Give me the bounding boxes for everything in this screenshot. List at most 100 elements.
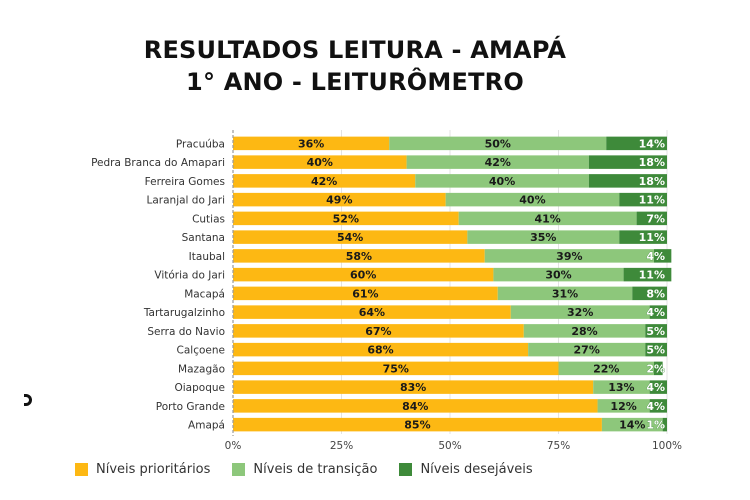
bar-segment-prioritarios [233,192,446,207]
bar-segment-transicao [510,305,650,319]
data-label: 85% [404,419,430,432]
bar-segment-desejaveis [636,211,667,226]
data-label: 67% [365,325,391,338]
category-labels: Pracuúba Pedra Branca do Amapari Ferreira … [91,138,225,431]
legend-swatch-transicao [232,463,246,476]
bar-segment-desejaveis [623,267,672,282]
data-label: 61% [352,287,378,300]
bar-segment-prioritarios [233,305,511,319]
data-label: 2% [646,362,665,375]
data-label: 1% [646,419,665,432]
bar-segment-prioritarios [233,399,598,413]
data-label: 5% [646,325,665,338]
bar-segment-desejaveis [645,324,667,338]
bar-segment-transicao [597,399,650,413]
data-label: 11% [639,269,665,282]
data-label: 28% [571,325,597,338]
x-tick-label: 75% [547,440,570,452]
bar-segment-transicao [406,155,589,169]
bar-segment-desejaveis [662,417,667,432]
chart-title-line1: RESULTADOS LEITURA - AMAPÁ [143,36,567,64]
bar-segment-desejaveis [649,399,667,413]
bars: 36% 50% 14% 40% 42% 18% 42% 40% 18% 49% 40% 11% 52% 4… [233,136,672,432]
x-tick-label: 50% [438,440,461,452]
legend-item-desejaveis: Níveis desejáveis [399,462,533,477]
bar-segment-transicao [528,342,646,357]
data-label: 84% [402,400,428,413]
data-label: 22% [593,362,619,375]
data-label: 39% [556,250,582,263]
bar-segment-transicao [493,267,624,282]
data-label: 54% [337,231,363,244]
data-label: 49% [326,194,352,207]
legend-swatch-prioritarios [75,463,88,476]
category-label: Pedra Branca do Amapari [91,157,225,169]
category-label: Vitória do Jari [154,270,225,282]
bar-segment-desejaveis [619,192,667,207]
x-tick-label: 0% [225,440,242,452]
data-label: 50% [485,137,511,150]
legend-swatch-desejaveis [399,463,413,476]
bar-segment-desejaveis [588,155,667,169]
data-label: 4% [646,381,665,394]
data-label: 30% [545,269,571,282]
bar-segment-desejaveis [619,230,667,244]
data-label: 42% [485,156,511,169]
bar-segment-prioritarios [233,380,594,394]
data-label: 4% [646,306,665,319]
bar-segment-prioritarios [233,174,416,188]
bar-segment-desejaveis [606,136,667,151]
data-label: 41% [534,212,560,225]
data-label: 36% [298,137,324,150]
x-axis-ticks: 0% 25% 50% 75% 100% [225,440,682,452]
category-label: Itaubal [189,251,225,263]
data-label: 83% [400,381,426,394]
category-label: Mazagão [178,363,225,375]
bar-segment-prioritarios [233,361,559,376]
data-label: 14% [639,137,665,150]
data-label: 58% [346,250,372,263]
x-tick-label: 25% [330,440,353,452]
bar-segment-prioritarios [233,249,485,263]
category-label: Oiapoque [175,382,226,394]
bar-segment-prioritarios [233,342,529,357]
bar-segment-desejaveis [649,305,667,319]
data-label: 18% [639,156,665,169]
data-label: 35% [530,231,556,244]
bar-segment-desejaveis [645,342,667,357]
data-label: 18% [639,175,665,188]
data-label: 7% [646,212,665,225]
data-label: 32% [567,306,593,319]
data-label: 13% [608,381,634,394]
data-label: 27% [574,344,600,357]
bar-segment-desejaveis [653,249,672,263]
data-label: 40% [307,156,333,169]
bar-segment-prioritarios [233,324,524,338]
bar-segment-transicao [497,286,633,301]
bar-segment-prioritarios [233,155,407,169]
category-label: Macapá [184,288,225,300]
data-label: 68% [367,344,393,357]
data-label: 60% [350,269,376,282]
category-label: Santana [182,232,225,244]
category-label: Ferreira Gomes [145,176,225,188]
data-label: 8% [646,287,665,300]
bar-segment-transicao [458,211,637,226]
data-label: 4% [646,250,665,263]
category-label: Cutias [192,213,225,225]
data-label: 40% [519,194,545,207]
bar-segment-transicao [445,192,620,207]
data-label: 40% [489,175,515,188]
chart-title-line2: 1° ANO - LEITURÔMETRO [186,68,524,96]
bar-segment-prioritarios [233,286,498,301]
category-label: Porto Grande [156,401,225,413]
legend: Níveis prioritários Níveis de transição … [75,462,533,477]
bar-segment-desejaveis [653,361,663,376]
bar-segment-transicao [484,249,654,263]
bar-segment-transicao [467,230,620,244]
bar-segment-desejaveis [588,174,667,188]
category-label: Pracuúba [176,138,225,150]
data-label: 31% [552,287,578,300]
bar-segment-prioritarios [233,230,468,244]
category-label: Calçoene [177,345,225,357]
